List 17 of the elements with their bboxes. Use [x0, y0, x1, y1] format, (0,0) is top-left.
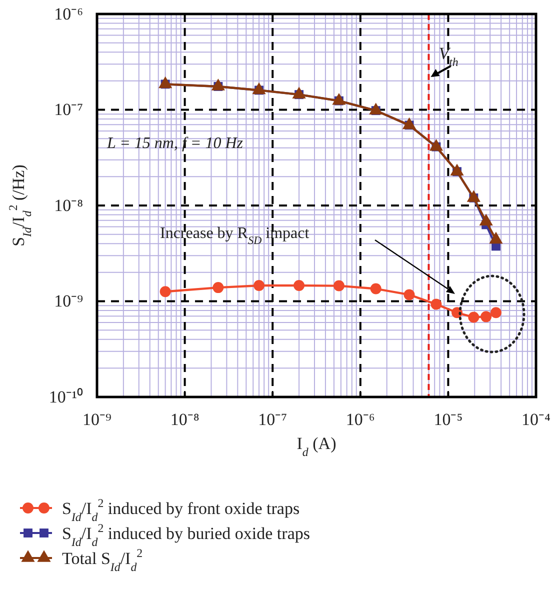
- x-tick-label: 10⁻⁶: [346, 410, 375, 430]
- y-tick-label: 10⁻¹⁰: [48, 387, 83, 406]
- annotation: Increase by R$_{SD}$ impact: [160, 225, 310, 247]
- y-tick-label: 10⁻⁶: [54, 4, 84, 24]
- x-tick-label: 10⁻⁸: [170, 410, 200, 430]
- y-tick-label: 10⁻⁸: [54, 196, 84, 215]
- ref-line-label: V$_{th}$: [438, 44, 458, 69]
- y-tick-label: 10⁻⁹: [54, 292, 84, 311]
- legend-label: S$_{Id}$/I$_{d}$$^{2}$ induced by front oxide traps: [62, 496, 300, 524]
- x-tick-label: 10⁻⁵: [434, 410, 463, 430]
- legend-label: S$_{Id}$/I$_{d}$$^{2}$ induced by buried oxide traps: [62, 521, 310, 549]
- annotation: L = 15 nm, f = 10 Hz: [106, 135, 244, 152]
- y-tick-label: 10⁻⁷: [54, 100, 84, 120]
- x-tick-label: 10⁻⁴: [522, 410, 551, 430]
- x-tick-label: 10⁻⁷: [258, 410, 288, 430]
- x-tick-label: 10⁻⁹: [82, 410, 112, 430]
- x-axis-title: I$_{d}$ (A): [296, 434, 336, 459]
